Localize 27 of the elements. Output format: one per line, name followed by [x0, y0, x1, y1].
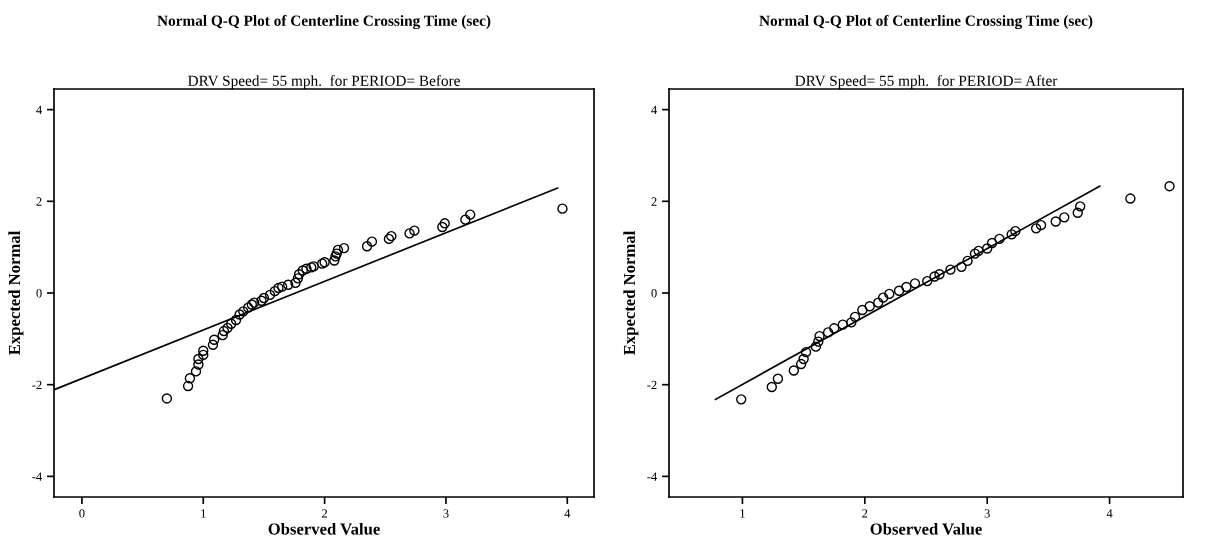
y-tick-label: -2 — [32, 380, 42, 390]
x-tick-label: 3 — [443, 509, 449, 518]
chart-title: Normal Q-Q Plot of Centerline Crossing Time (sec) — [157, 14, 491, 30]
x-axis-title: Observed Value — [870, 522, 982, 535]
x-tick-label: 4 — [564, 509, 571, 518]
x-tick-label: 1 — [740, 509, 745, 518]
y-tick-label: 2 — [36, 197, 42, 206]
x-tick-label: 3 — [984, 509, 990, 518]
y-tick-label: 2 — [651, 197, 657, 206]
x-tick-label: 0 — [79, 509, 85, 518]
x-tick-label: 2 — [862, 509, 868, 518]
x-tick-label: 2 — [322, 509, 328, 518]
y-tick-label: -4 — [32, 472, 42, 481]
y-axis-title: Expected Normal — [623, 231, 639, 355]
x-tick-label: 4 — [1106, 509, 1113, 518]
x-tick-label: 1 — [201, 509, 206, 518]
y-tick-label: -4 — [647, 472, 657, 481]
y-tick-label: 0 — [651, 289, 657, 298]
y-axis-title: Expected Normal — [8, 231, 24, 355]
y-tick-label: 0 — [36, 289, 42, 298]
chart-title: Normal Q-Q Plot of Centerline Crossing Time (sec) — [759, 14, 1093, 30]
chart-subtitle: DRV Speed= 55 mph. for PERIOD= Before — [188, 74, 460, 89]
y-tick-label: 4 — [651, 105, 657, 114]
x-axis-title: Observed Value — [268, 522, 380, 535]
y-tick-label: -2 — [647, 380, 657, 390]
chart-subtitle: DRV Speed= 55 mph. for PERIOD= After — [795, 74, 1058, 89]
y-tick-label: 4 — [36, 105, 42, 114]
